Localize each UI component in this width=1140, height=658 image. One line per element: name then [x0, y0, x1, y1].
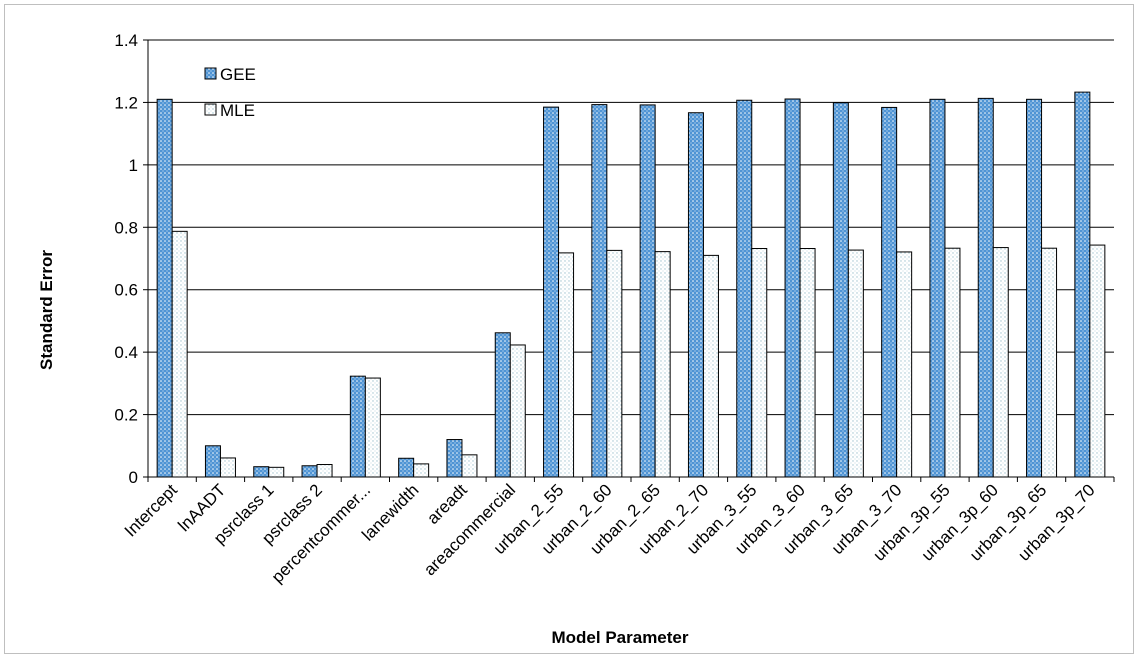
bar-mle	[751, 248, 768, 478]
bar-mle	[461, 454, 478, 478]
bar-mle	[654, 251, 671, 478]
y-tick-label: 0.2	[114, 406, 138, 425]
bar-mle	[847, 249, 864, 478]
legend-swatch-mle	[204, 103, 217, 116]
bar-gee	[1074, 91, 1091, 478]
y-tick-label: 1.4	[114, 31, 138, 50]
legend-label-mle: MLE	[220, 101, 255, 120]
bar-gee	[639, 104, 656, 478]
bar-mle	[896, 251, 913, 478]
bar-gee	[784, 98, 801, 478]
bar-mle	[799, 248, 816, 478]
y-tick-label: 0.8	[114, 218, 138, 237]
bar-gee	[301, 465, 318, 478]
bar-gee	[687, 112, 704, 478]
gridlines	[143, 39, 1114, 478]
bar-gee	[398, 457, 415, 478]
x-axis-title: Model Parameter	[552, 628, 689, 647]
bar-mle	[171, 230, 188, 478]
bar-gee	[156, 98, 173, 478]
bar-mle	[1089, 244, 1106, 478]
bar-gee	[543, 106, 560, 478]
bar-gee	[929, 98, 946, 478]
y-tick-label: 0	[129, 468, 138, 487]
bar-mle	[268, 466, 285, 478]
legend-swatch-gee	[204, 67, 217, 80]
axes	[147, 40, 1115, 482]
bar-gee	[446, 439, 463, 478]
bar-gee	[204, 445, 221, 478]
y-tick-label: 1	[129, 156, 138, 175]
legend-label-gee: GEE	[220, 65, 256, 84]
bar-mle	[509, 344, 526, 478]
y-tick-label: 0.4	[114, 343, 138, 362]
bar-gee	[591, 104, 608, 478]
legend: GEE MLE	[204, 65, 256, 120]
x-tick-label: Intercept	[121, 480, 181, 540]
y-tick-labels: 0 0.2 0.4 0.6 0.8 1 1.2 1.4	[114, 31, 138, 487]
bar-mle	[219, 457, 236, 478]
bar-mle	[606, 249, 623, 478]
bar-gee	[494, 332, 511, 478]
bar-gee	[881, 106, 898, 478]
bars	[156, 91, 1106, 478]
bar-gee	[832, 102, 849, 478]
bar-mle	[558, 252, 575, 478]
y-tick-label: 0.6	[114, 281, 138, 300]
bar-gee	[1026, 98, 1043, 478]
bar-mle	[364, 377, 381, 478]
y-axis-title: Standard Error	[37, 250, 56, 370]
bar-mle	[413, 463, 430, 478]
bar-gee	[253, 466, 270, 478]
bar-mle	[316, 464, 333, 478]
bar-mle	[944, 247, 961, 478]
bar-mle	[702, 254, 719, 478]
bar-mle	[1041, 247, 1058, 478]
y-tick-label: 1.2	[114, 93, 138, 112]
bar-gee	[349, 375, 366, 478]
bar-gee	[736, 99, 753, 478]
bar-gee	[977, 97, 994, 478]
x-tick-label: areadt	[423, 480, 471, 528]
bar-mle	[992, 247, 1009, 478]
